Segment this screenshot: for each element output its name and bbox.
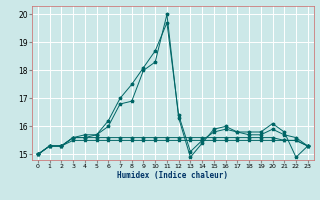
- X-axis label: Humidex (Indice chaleur): Humidex (Indice chaleur): [117, 171, 228, 180]
